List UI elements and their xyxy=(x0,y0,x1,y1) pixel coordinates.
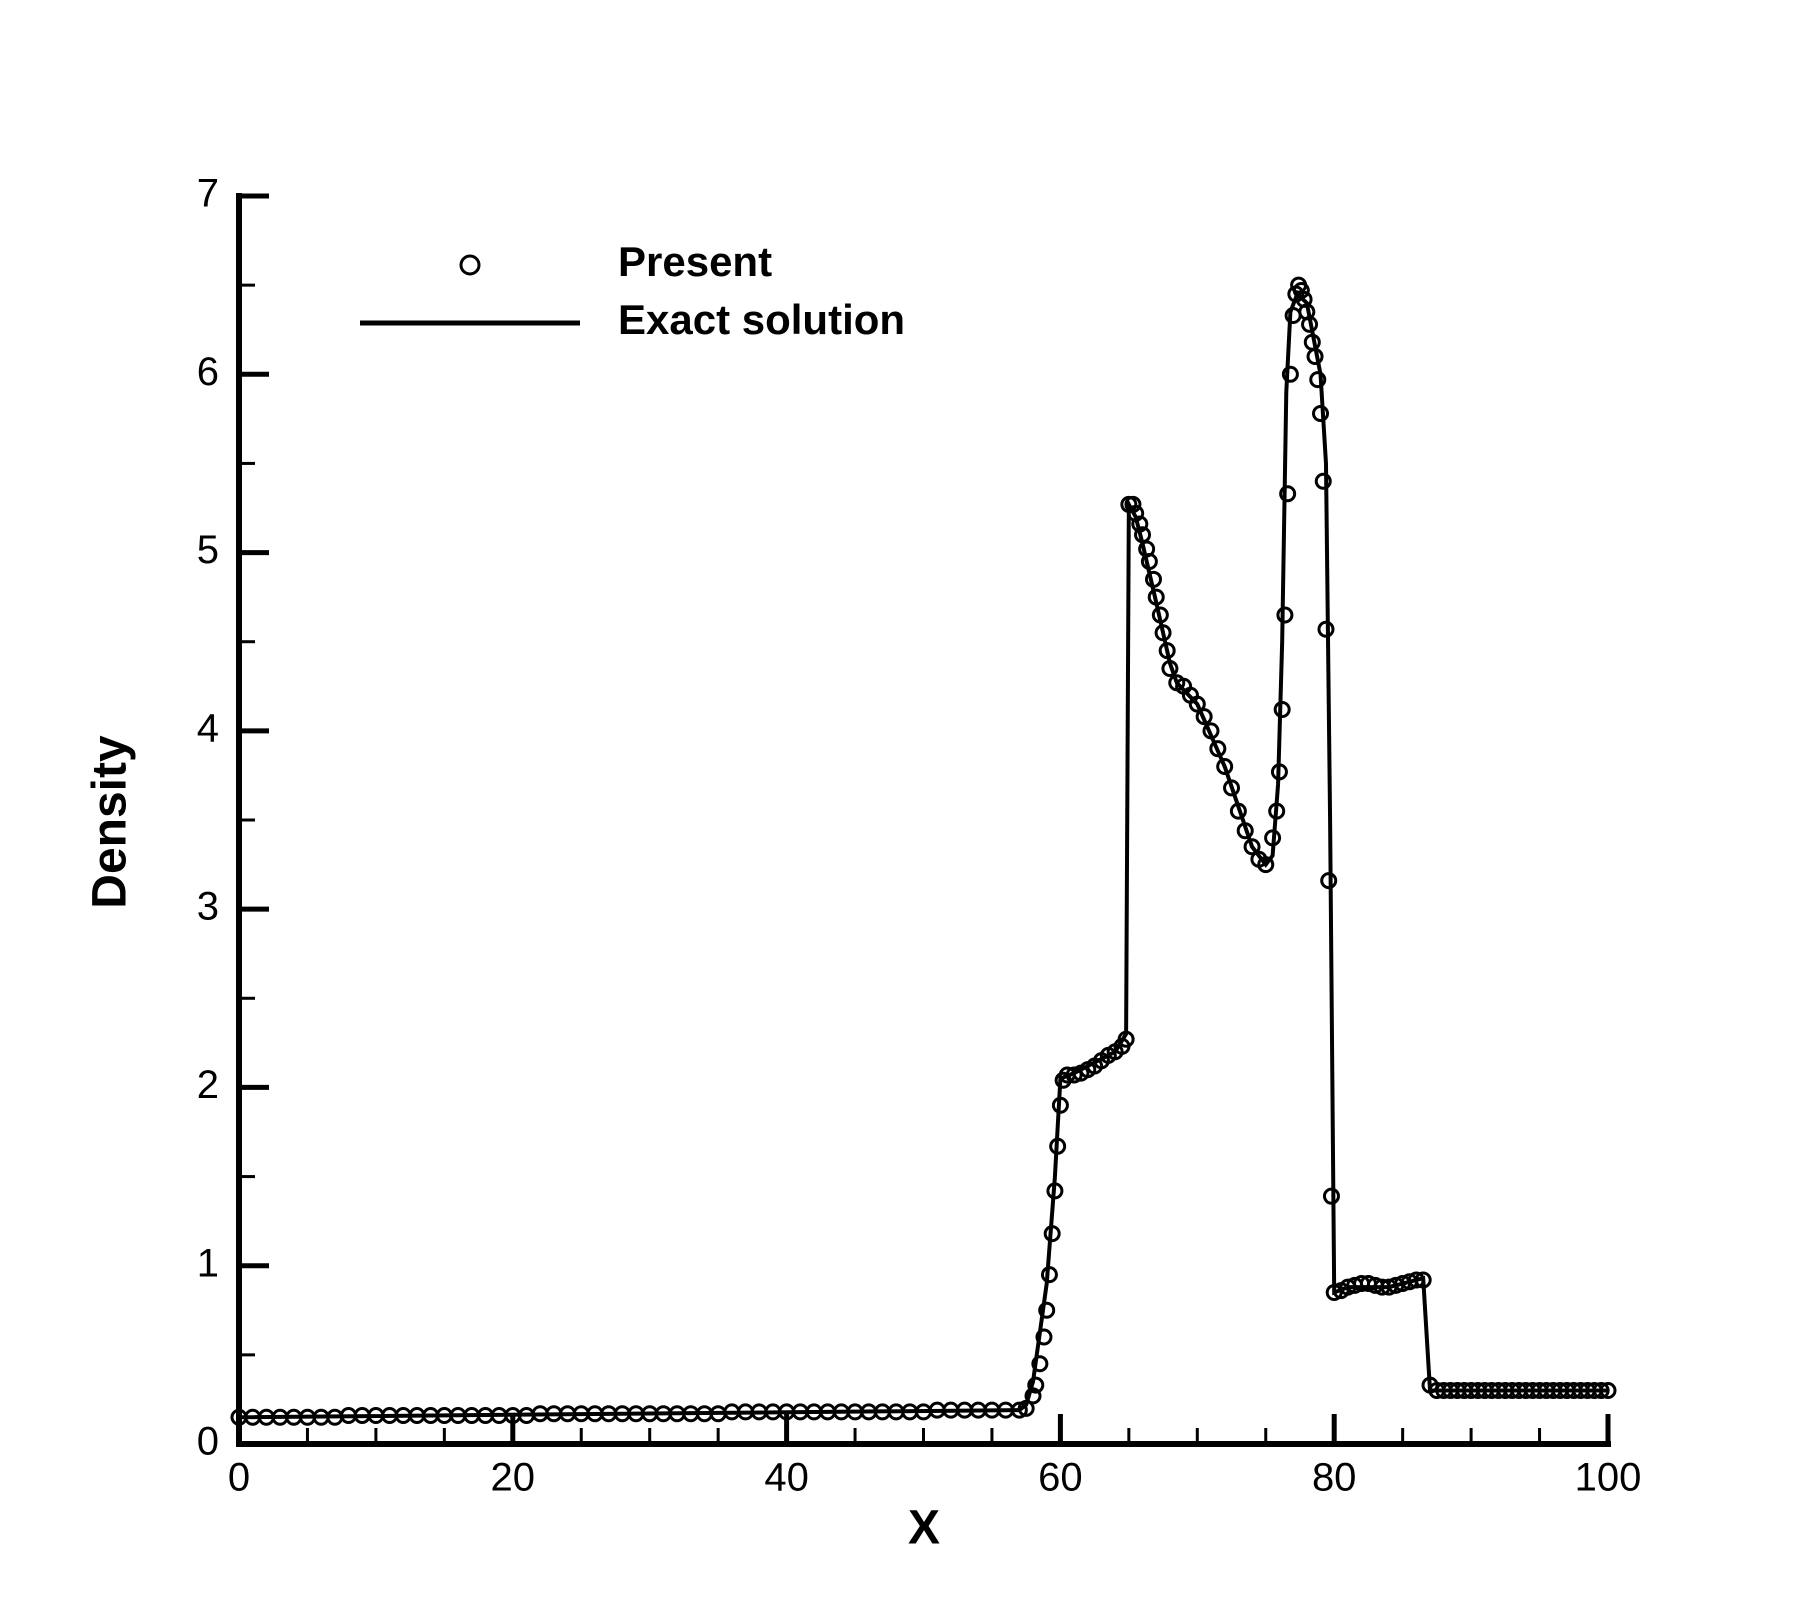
marker xyxy=(1257,856,1275,874)
y-axis-label: Density xyxy=(84,735,137,909)
y-tick-label: 2 xyxy=(197,1063,219,1107)
y-tick-label: 4 xyxy=(197,706,219,750)
marker xyxy=(1314,472,1332,490)
y-tick-label: 7 xyxy=(197,172,219,216)
marker xyxy=(1024,1387,1042,1405)
marker xyxy=(1243,838,1261,856)
marker xyxy=(1281,365,1299,383)
marker xyxy=(1276,606,1294,624)
marker xyxy=(1031,1355,1049,1373)
marker xyxy=(1312,405,1330,423)
x-tick-label: 80 xyxy=(1312,1456,1357,1500)
marker xyxy=(1216,758,1234,776)
legend-label: Present xyxy=(618,238,772,285)
y-tick-label: 6 xyxy=(197,350,219,394)
y-tick-label: 5 xyxy=(197,528,219,572)
marker xyxy=(1038,1301,1056,1319)
y-tick-label: 3 xyxy=(197,885,219,929)
x-tick-label: 40 xyxy=(764,1456,809,1500)
x-axis-label: X xyxy=(908,1502,940,1555)
marker xyxy=(1188,695,1206,713)
legend-label: Exact solution xyxy=(618,296,905,343)
x-tick-label: 20 xyxy=(491,1456,536,1500)
marker xyxy=(1027,1376,1045,1394)
x-tick-label: 60 xyxy=(1038,1456,1083,1500)
marker xyxy=(1279,485,1297,503)
legend-marker xyxy=(459,254,481,276)
exact-line xyxy=(238,290,1608,1420)
x-tick-label: 0 xyxy=(228,1456,250,1500)
x-tick-label: 100 xyxy=(1575,1456,1642,1500)
y-tick-label: 1 xyxy=(197,1241,219,1285)
y-tick-label: 0 xyxy=(197,1420,219,1464)
marker xyxy=(1309,371,1327,389)
marker xyxy=(1035,1328,1053,1346)
